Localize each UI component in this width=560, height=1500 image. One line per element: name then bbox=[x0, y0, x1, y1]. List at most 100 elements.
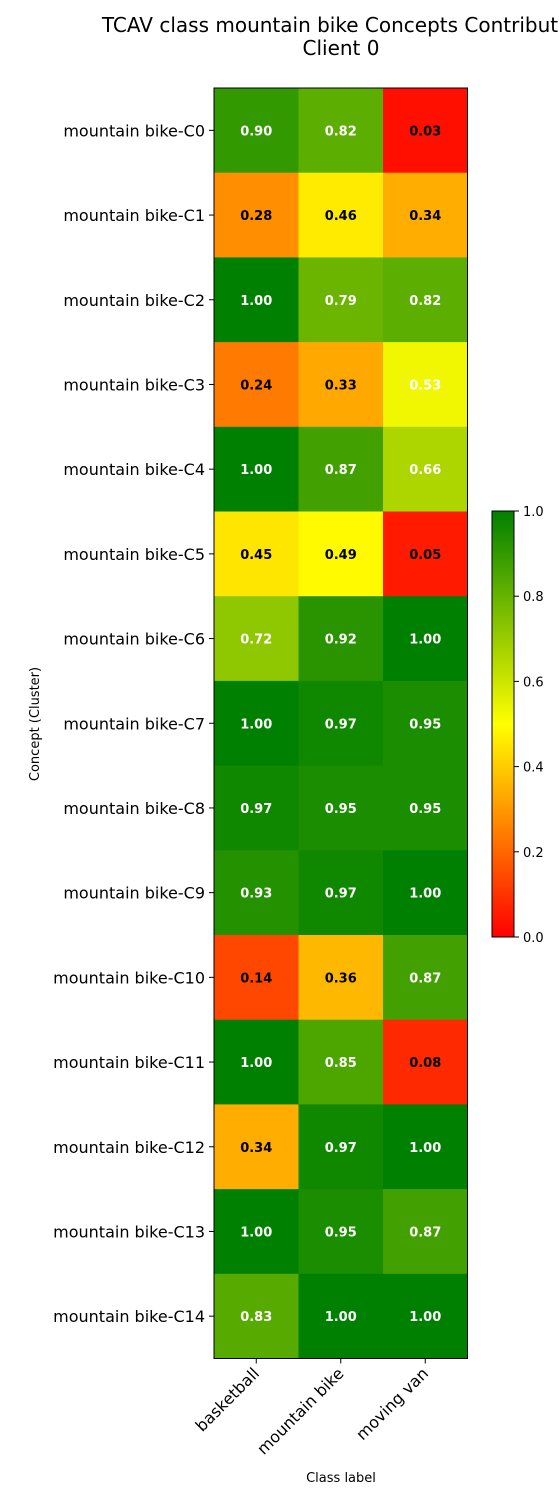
heatmap-cell bbox=[383, 596, 468, 682]
y-tick-label: mountain bike-C3 bbox=[63, 375, 205, 394]
heatmap-cell bbox=[383, 257, 468, 343]
heatmap-cell bbox=[214, 172, 299, 258]
cell-value-label: 1.00 bbox=[325, 1310, 357, 1325]
heatmap-cell bbox=[298, 172, 384, 258]
colorbar-tick-label: 0.0 bbox=[523, 931, 544, 946]
heatmap-cell bbox=[298, 850, 384, 936]
heatmap-cell bbox=[214, 680, 299, 767]
heatmap-cell bbox=[383, 511, 468, 597]
cell-value-label: 1.00 bbox=[409, 1141, 441, 1156]
cell-value-label: 0.53 bbox=[409, 378, 441, 393]
cell-value-label: 0.14 bbox=[240, 971, 272, 986]
cell-value-label: 0.24 bbox=[240, 378, 272, 393]
cell-value-label: 0.87 bbox=[409, 1225, 441, 1240]
cell-value-label: 0.93 bbox=[240, 887, 272, 902]
colorbar-tick-label: 0.4 bbox=[523, 761, 544, 776]
x-axis-label: Class label bbox=[306, 1471, 376, 1486]
cell-value-label: 0.45 bbox=[240, 548, 272, 563]
cell-value-label: 0.05 bbox=[409, 548, 441, 563]
cell-value-label: 0.34 bbox=[240, 1141, 272, 1156]
cell-value-label: 0.95 bbox=[409, 717, 441, 732]
y-tick-label: mountain bike-C6 bbox=[63, 630, 205, 649]
cell-value-label: 0.08 bbox=[409, 1056, 441, 1071]
colorbar-tick-label: 0.6 bbox=[523, 675, 544, 690]
heatmap-cell bbox=[383, 1189, 468, 1275]
heatmap-cell bbox=[383, 1019, 468, 1105]
heatmap-cell bbox=[214, 88, 299, 174]
heatmap-cell bbox=[214, 342, 299, 428]
heatmap-cell bbox=[383, 88, 468, 174]
cell-value-label: 1.00 bbox=[240, 1056, 272, 1071]
heatmap-cell bbox=[383, 1104, 468, 1190]
cell-value-label: 1.00 bbox=[240, 294, 272, 309]
heatmap-cell bbox=[298, 511, 384, 597]
heatmap-cells bbox=[214, 88, 468, 1359]
heatmap-cell bbox=[383, 680, 468, 767]
heatmap-cell bbox=[214, 426, 299, 512]
cell-value-label: 0.83 bbox=[240, 1310, 272, 1325]
cell-value-label: 0.46 bbox=[325, 209, 357, 224]
heatmap-cell bbox=[298, 1189, 384, 1275]
y-axis-label: Concept (Cluster) bbox=[28, 667, 43, 781]
cell-value-label: 0.97 bbox=[240, 802, 272, 817]
heatmap-cell bbox=[383, 172, 468, 258]
x-tick-label: mountain bike bbox=[253, 1364, 347, 1458]
cell-value-label: 0.79 bbox=[325, 294, 357, 309]
heatmap-cell bbox=[298, 426, 384, 512]
cell-value-label: 0.95 bbox=[325, 802, 357, 817]
y-tick-label: mountain bike-C1 bbox=[63, 206, 205, 225]
y-tick-label: mountain bike-C7 bbox=[63, 714, 205, 733]
cell-value-label: 0.28 bbox=[240, 209, 272, 224]
heatmap-cell bbox=[298, 88, 384, 174]
cell-value-label: 0.90 bbox=[240, 124, 272, 139]
heatmap-cell bbox=[298, 1104, 384, 1190]
colorbar-ticks: 0.0 0.2 0.4 0.6 0.8 1.0 bbox=[514, 505, 544, 946]
cell-value-label: 0.36 bbox=[325, 971, 357, 986]
x-tick-label: basketball bbox=[192, 1364, 263, 1435]
cell-value-label: 0.33 bbox=[325, 378, 357, 393]
heatmap-cell bbox=[214, 850, 299, 936]
heatmap-cell bbox=[214, 1273, 299, 1359]
cell-value-label: 1.00 bbox=[240, 1225, 272, 1240]
heatmap-cell bbox=[383, 1273, 468, 1359]
heatmap-cell bbox=[298, 680, 384, 767]
cell-value-label: 1.00 bbox=[409, 1310, 441, 1325]
heatmap-cell bbox=[214, 1019, 299, 1105]
y-tick-label: mountain bike-C13 bbox=[53, 1222, 205, 1241]
cell-value-label: 0.92 bbox=[325, 633, 357, 648]
heatmap-cell bbox=[214, 257, 299, 343]
cell-value-label: 1.00 bbox=[409, 633, 441, 648]
chart-title-line1: TCAV class mountain bike Concepts Contri… bbox=[101, 13, 558, 37]
y-tick-label: mountain bike-C11 bbox=[53, 1053, 205, 1072]
y-tick-label: mountain bike-C2 bbox=[63, 291, 205, 310]
cell-value-label: 0.97 bbox=[325, 717, 357, 732]
y-tick-label: mountain bike-C9 bbox=[63, 884, 205, 903]
cell-value-label: 0.95 bbox=[325, 1225, 357, 1240]
cell-value-label: 0.95 bbox=[409, 802, 441, 817]
heatmap-cell bbox=[298, 1273, 384, 1359]
heatmap-cell bbox=[298, 342, 384, 428]
heatmap-cell bbox=[214, 935, 299, 1021]
colorbar-tick-label: 0.2 bbox=[523, 846, 544, 861]
heatmap-cell bbox=[214, 511, 299, 597]
heatmap-cell bbox=[214, 1104, 299, 1190]
heatmap-cell bbox=[298, 596, 384, 682]
heatmap-cell bbox=[298, 1019, 384, 1105]
cell-value-label: 0.34 bbox=[409, 209, 441, 224]
colorbar-tick-label: 1.0 bbox=[523, 505, 544, 520]
cell-value-label: 0.82 bbox=[409, 294, 441, 309]
y-tick-label: mountain bike-C12 bbox=[53, 1138, 205, 1157]
cell-value-label: 1.00 bbox=[240, 717, 272, 732]
cell-value-label: 0.66 bbox=[409, 463, 441, 478]
heatmap-cell bbox=[214, 765, 299, 851]
y-tick-label: mountain bike-C0 bbox=[63, 121, 205, 140]
heatmap-cell bbox=[383, 342, 468, 428]
heatmap-cell bbox=[383, 850, 468, 936]
heatmap-cell bbox=[383, 426, 468, 512]
chart-title-line2: Client 0 bbox=[303, 36, 380, 60]
x-tick-label: moving van bbox=[352, 1364, 432, 1444]
cell-value-label: 0.82 bbox=[325, 124, 357, 139]
y-tick-label: mountain bike-C14 bbox=[53, 1307, 205, 1326]
y-tick-label: mountain bike-C8 bbox=[63, 799, 205, 818]
